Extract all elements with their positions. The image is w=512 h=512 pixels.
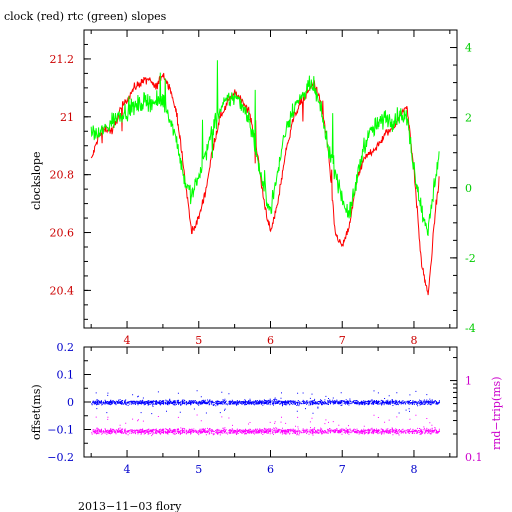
top-x-tick-label: 5 [195, 334, 202, 347]
top-y-tick-label: 20.6 [50, 227, 75, 240]
bottom-x-tick-label: 5 [195, 463, 202, 476]
top-y2-tick-label: 2 [465, 112, 472, 125]
top-y2-tick-label: 0 [465, 182, 472, 195]
top-x-tick-label: 6 [267, 334, 274, 347]
top-series-line-clock [90, 72, 440, 296]
bottom-y-tick-label: 0 [67, 396, 74, 409]
top-y2-tick-label: 4 [465, 42, 472, 55]
footer-label: 2013−11−03 flory [78, 500, 182, 512]
top-x-tick-label: 8 [410, 334, 417, 347]
top-panel: 4 5 6 7 8 20.4 20.6 20.8 21 21.2 -4 -2 0 2 4 clockslop… [30, 29, 476, 347]
top-axes-group: 4 5 6 7 8 20.4 20.6 20.8 21 21.2 -4 -2 0 2 4 [50, 30, 476, 347]
top-y-axis-label: clockslope [30, 152, 43, 210]
bottom-x-tick-label: 8 [410, 463, 417, 476]
bottom-y-tick-label: 0.2 [57, 341, 75, 354]
top-series-group [90, 60, 440, 296]
bottom-series-group [91, 390, 440, 437]
bottom-y2-tick-label: 1 [465, 375, 472, 388]
bottom-scatter-offset [91, 390, 440, 415]
bottom-x-tick-label: 6 [267, 463, 274, 476]
top-x-tick-label: 7 [339, 334, 346, 347]
bottom-y2-tick-label: 0.1 [465, 451, 483, 464]
top-y2-tick-label: -2 [465, 252, 476, 265]
bottom-y-axis-label: offset(ms) [30, 384, 43, 440]
bottom-y-tick-label: −0.2 [47, 451, 74, 464]
top-y-tick-label: 21 [60, 111, 74, 124]
top-plot-frame [83, 29, 458, 329]
bottom-y-tick-label: −0.1 [47, 424, 74, 437]
bottom-x-tick-label: 4 [124, 463, 131, 476]
top-x-tick-label: 4 [124, 334, 131, 347]
top-y-tick-label: 21.2 [50, 53, 75, 66]
top-y-tick-label: 20.8 [50, 169, 75, 182]
bottom-axes-group: 4 5 6 7 8 −0.2 −0.1 0 0.1 0.2 1 0.1 [47, 341, 482, 476]
bottom-y2-axis-label: rnd−trip(ms) [490, 377, 503, 451]
chart-title: clock (red) rtc (green) slopes [4, 10, 167, 23]
bottom-scatter-rnd-trip [91, 414, 440, 437]
bottom-x-tick-label: 7 [339, 463, 346, 476]
top-y2-tick-label: -4 [465, 322, 476, 335]
top-y-tick-label: 20.4 [50, 284, 75, 297]
top-series-line-rtc [90, 60, 440, 237]
bottom-y-tick-label: 0.1 [57, 369, 75, 382]
bottom-panel: 4 5 6 7 8 −0.2 −0.1 0 0.1 0.2 1 0.1 offset(ms) rnd−… [30, 341, 503, 476]
